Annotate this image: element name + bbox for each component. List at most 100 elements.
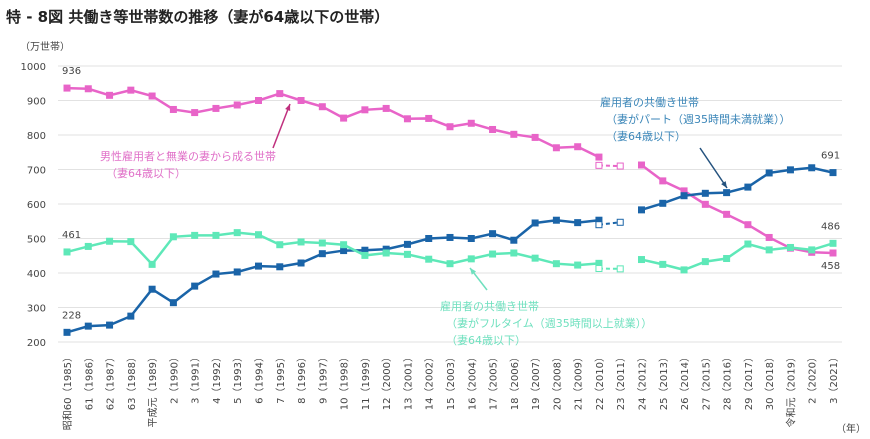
data-point <box>212 231 220 239</box>
data-point <box>595 216 603 224</box>
data-point <box>659 177 667 185</box>
arrowhead-icon <box>470 268 477 275</box>
x-tick-label: 23（2011） <box>615 352 627 410</box>
data-point <box>340 247 348 255</box>
x-tick-label: 24（2012） <box>637 352 649 410</box>
arrowhead-icon <box>285 104 291 111</box>
data-point <box>680 187 688 195</box>
chart-title: 特 - 8図 共働き等世帯数の推移（妻が64歳以下の世帯） <box>6 8 390 26</box>
data-point <box>106 321 114 329</box>
data-point <box>425 255 433 263</box>
data-point <box>701 189 709 197</box>
y-tick-label: 500 <box>27 235 46 246</box>
data-point <box>84 322 92 330</box>
data-point <box>276 263 284 271</box>
data-point <box>318 250 326 258</box>
x-tick-label: 16（2004） <box>466 352 478 410</box>
data-point <box>233 101 241 109</box>
data-point <box>106 237 114 245</box>
x-tick-label: 平成元（1989） <box>147 352 159 427</box>
data-point <box>765 233 773 241</box>
data-point <box>680 192 688 200</box>
x-tick-label: 2（1990） <box>168 352 180 404</box>
series-2: 461 486 <box>62 221 840 274</box>
x-tick-label: 61（1986） <box>83 352 95 410</box>
data-point <box>361 251 369 259</box>
x-axis-unit-label: （年） <box>836 422 866 435</box>
x-tick-label: 29（2017） <box>743 352 755 410</box>
y-tick-label: 800 <box>27 131 46 142</box>
y-tick-label: 200 <box>27 338 46 349</box>
data-point <box>191 282 199 290</box>
reference-point <box>616 265 624 273</box>
data-point <box>297 259 305 267</box>
data-point <box>531 254 539 262</box>
data-point <box>340 114 348 122</box>
data-point <box>808 246 816 254</box>
series-annotation-label: 男性雇用者と無業の妻から成る世帯 <box>100 149 276 163</box>
data-point <box>191 109 199 117</box>
data-point <box>489 230 497 238</box>
x-tick-label: 19（2007） <box>530 352 542 410</box>
data-point <box>169 105 177 113</box>
data-point <box>106 91 114 99</box>
data-point <box>701 200 709 208</box>
data-point <box>148 92 156 100</box>
data-point <box>84 242 92 250</box>
x-tick-label: 9（1997） <box>317 352 329 404</box>
data-point <box>84 85 92 93</box>
data-point <box>489 125 497 133</box>
series-line <box>66 86 600 159</box>
data-point <box>808 164 816 172</box>
y-tick-label: 600 <box>27 200 46 211</box>
data-point <box>723 255 731 263</box>
data-point <box>191 231 199 239</box>
x-tick-label: 15（2003） <box>445 352 457 410</box>
y-tick-label: 400 <box>27 269 46 280</box>
data-point <box>680 266 688 274</box>
data-point <box>786 166 794 174</box>
x-tick-label: 5（1993） <box>232 352 244 404</box>
data-point <box>446 260 454 268</box>
data-point <box>829 249 837 257</box>
data-label: 486 <box>821 221 840 232</box>
x-tick-label: 13（2001） <box>402 352 414 410</box>
data-point <box>127 86 135 94</box>
data-point <box>127 238 135 246</box>
x-tick-label: 27（2015） <box>700 352 712 410</box>
data-label: 228 <box>62 310 81 321</box>
data-point <box>63 328 71 336</box>
y-tick-label: 1000 <box>21 62 46 73</box>
reference-point <box>616 162 624 170</box>
series-annotation-label: （妻がパート（週35時間未満就業）） <box>606 112 791 126</box>
data-point <box>318 103 326 111</box>
data-point <box>255 97 262 104</box>
data-label: 458 <box>821 261 840 272</box>
data-point <box>595 259 603 267</box>
data-point <box>212 104 220 112</box>
data-point <box>552 216 560 224</box>
data-point <box>829 169 837 177</box>
data-point <box>382 249 390 257</box>
data-point <box>510 236 518 244</box>
data-point <box>169 299 177 307</box>
reference-point <box>595 221 603 229</box>
reference-dashed-line <box>598 221 621 226</box>
x-tick-label: 17（2005） <box>488 352 500 410</box>
x-tick-label: 3（1991） <box>190 352 202 404</box>
data-point <box>63 248 71 256</box>
data-point <box>276 90 284 98</box>
x-tick-label: 10（1998） <box>339 352 351 410</box>
data-point <box>382 245 390 253</box>
data-point <box>552 144 560 152</box>
x-tick-label: 28（2016） <box>722 352 734 410</box>
x-tick-label: 30（2018） <box>764 352 776 410</box>
y-axis-unit-label: （万世帯） <box>20 40 70 53</box>
series-line <box>641 242 834 272</box>
data-point <box>127 312 135 320</box>
data-point <box>361 106 369 114</box>
series-0: 936 458 <box>62 66 840 272</box>
x-tick-label: 3（2021） <box>828 352 840 404</box>
y-tick-label: 900 <box>27 97 46 108</box>
